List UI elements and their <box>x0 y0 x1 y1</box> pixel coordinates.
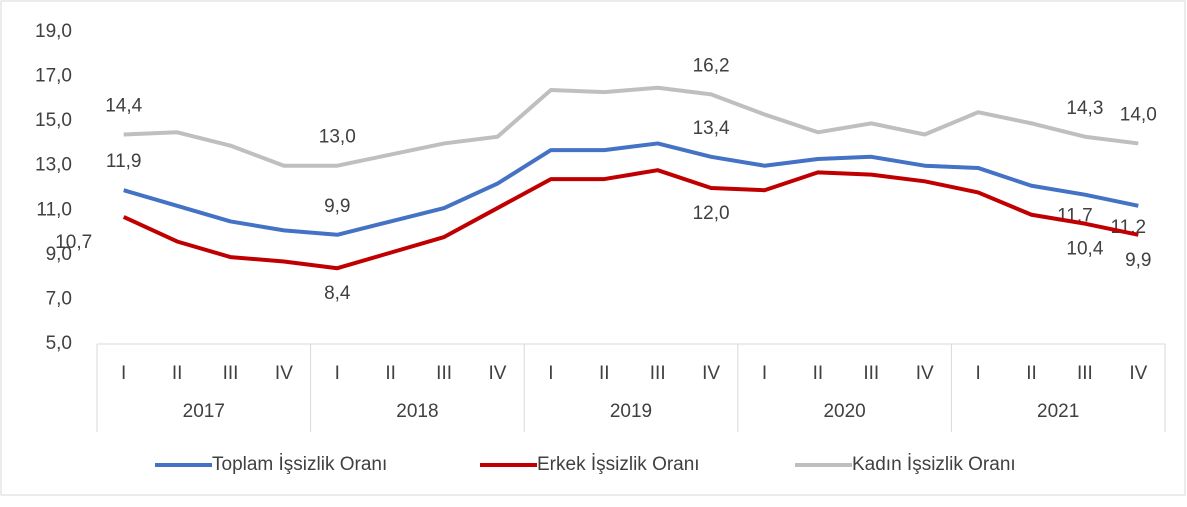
series-line <box>123 85 1139 168</box>
x-tick-label: II <box>599 363 610 384</box>
x-tick-label: II <box>813 363 824 384</box>
x-tick-label: III <box>436 363 452 384</box>
data-label: 10,4 <box>1066 239 1103 260</box>
data-label: 9,9 <box>324 196 350 217</box>
x-tick-label: I <box>121 363 126 384</box>
data-label: 11,9 <box>106 151 142 172</box>
x-tick-label: IV <box>275 363 293 384</box>
data-label: 12,0 <box>693 203 730 224</box>
x-tick-label: IV <box>702 363 720 384</box>
y-tick-label: 15,0 <box>35 110 72 131</box>
x-tick-label: IV <box>916 363 934 384</box>
x-tick-label: I <box>975 363 980 384</box>
data-label: 14,4 <box>105 96 142 117</box>
x-tick-label: I <box>548 363 553 384</box>
x-tick-label: III <box>1077 363 1093 384</box>
y-tick-label: 17,0 <box>35 66 72 87</box>
legend-label: Kadın İşsizlik Oranı <box>852 454 1016 475</box>
x-tick-label: II <box>385 363 396 384</box>
data-label: 16,2 <box>693 55 730 76</box>
x-tick-label: I <box>762 363 767 384</box>
series-line <box>123 141 1139 237</box>
y-tick-label: 19,0 <box>35 21 72 42</box>
x-tick-label: III <box>223 363 239 384</box>
y-tick-label: 5,0 <box>46 333 72 354</box>
chart-frame <box>0 0 1186 496</box>
data-label: 8,4 <box>324 283 351 304</box>
group-label: 2019 <box>610 401 652 422</box>
x-tick-label: I <box>335 363 340 384</box>
data-label: 9,9 <box>1125 250 1151 271</box>
legend-label: Toplam İşsizlik Oranı <box>212 454 387 475</box>
legend-label: Erkek İşsizlik Oranı <box>537 454 700 475</box>
x-tick-label: II <box>172 363 183 384</box>
data-label: 13,0 <box>319 127 356 148</box>
data-label: 13,4 <box>693 118 730 139</box>
group-label: 2017 <box>183 401 225 422</box>
y-tick-label: 9,0 <box>46 244 72 265</box>
x-tick-label: II <box>1026 363 1037 384</box>
series-line <box>122 168 1139 271</box>
data-label: 14,3 <box>1066 98 1103 119</box>
data-label: 14,0 <box>1120 104 1157 125</box>
y-tick-label: 13,0 <box>35 155 72 176</box>
group-label: 2018 <box>396 401 438 422</box>
y-tick-label: 7,0 <box>46 288 72 309</box>
group-label: 2021 <box>1037 401 1079 422</box>
x-tick-label: III <box>650 363 666 384</box>
x-tick-label: III <box>863 363 879 384</box>
y-tick-label: 11,0 <box>36 199 72 220</box>
data-label: 10,7 <box>55 232 92 253</box>
x-tick-label: IV <box>489 363 507 384</box>
x-tick-label: IV <box>1129 363 1147 384</box>
group-label: 2020 <box>823 401 865 422</box>
